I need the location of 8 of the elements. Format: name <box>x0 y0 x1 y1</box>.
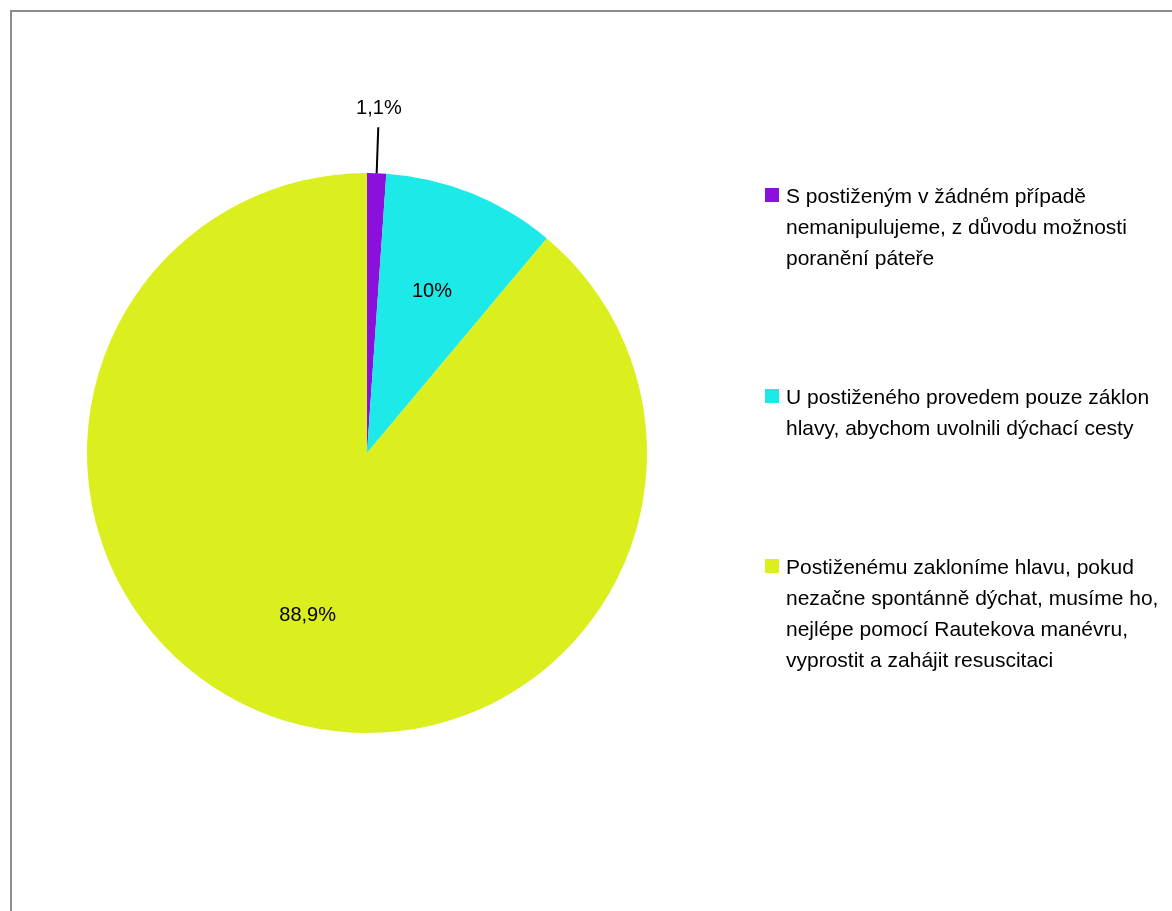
legend-label: U postiženého provedem pouze záklon hlavy, abychom uvolnili dýchací cesty <box>786 384 1151 441</box>
data-label: 10% <box>411 279 453 302</box>
data-label: 88,9% <box>279 603 337 626</box>
data-label: 1,1% <box>356 96 402 119</box>
pie-slice <box>87 173 647 733</box>
legend-label: Postiženému zakloníme hlavu, pokud nezačne spontánně dýchat, musíme ho, nejlépe pomocí Rautekova manévru, vyprostit a zahájit resuscitaci <box>786 554 1160 673</box>
pie-slice <box>367 173 547 453</box>
legend-label: S postiženým v žádném případě nemanipulujeme, z důvodu možnosti poranění páteře <box>786 183 1128 271</box>
